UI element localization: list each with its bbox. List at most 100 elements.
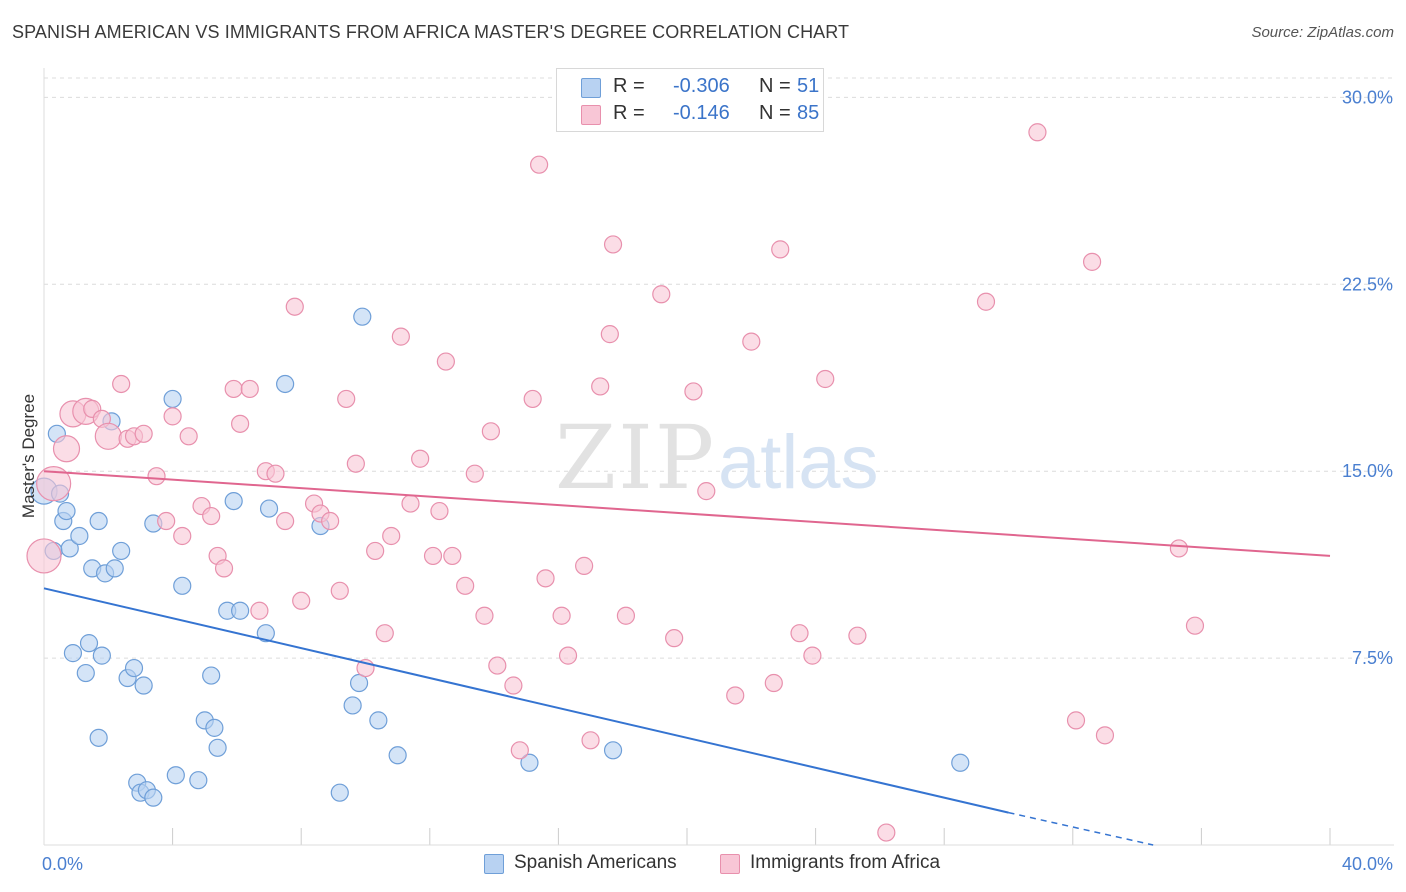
immigrant-africa-point bbox=[224, 379, 243, 399]
spanish-american-point bbox=[76, 663, 95, 683]
watermark-atlas: atlas bbox=[718, 420, 879, 505]
immigrant-africa-point bbox=[1185, 616, 1205, 635]
n-value: 51 bbox=[797, 75, 820, 97]
trendline-spanish-americans-extension bbox=[1008, 811, 1154, 846]
y-axis-label: Master's Degree bbox=[19, 394, 38, 518]
spanish-american-point bbox=[163, 389, 182, 409]
tick-labels: 7.5% 15.0% 22.5% 30.0% 0.0% 40.0% bbox=[42, 87, 1393, 874]
spanish-american-point bbox=[105, 559, 124, 578]
immigrant-africa-point bbox=[816, 369, 835, 389]
spanish-american-point bbox=[224, 491, 243, 511]
spanish-american-point bbox=[60, 539, 79, 558]
pink-swatch bbox=[720, 854, 740, 874]
y-tick-label: 30.0% bbox=[1342, 87, 1393, 107]
immigrant-africa-point bbox=[1169, 539, 1188, 558]
immigrant-africa-point bbox=[603, 235, 623, 254]
immigrant-africa-point bbox=[163, 407, 182, 426]
immigrant-africa-point bbox=[536, 569, 555, 588]
immigrant-africa-point bbox=[266, 464, 285, 483]
immigrant-africa-point bbox=[684, 382, 703, 401]
immigrant-africa-point bbox=[475, 606, 494, 625]
immigrant-africa-point bbox=[179, 427, 198, 446]
y-tick-label: 7.5% bbox=[1352, 648, 1393, 668]
immigrant-africa-point bbox=[157, 511, 176, 531]
spanish-american-point bbox=[276, 374, 295, 394]
spanish-american-point bbox=[124, 658, 144, 678]
blue-swatch bbox=[581, 78, 601, 98]
spanish-american-point bbox=[388, 746, 407, 765]
spanish-american-point bbox=[330, 783, 349, 802]
immigrant-africa-point bbox=[443, 546, 462, 566]
blue-swatch bbox=[484, 854, 504, 874]
immigrant-africa-point bbox=[771, 240, 790, 259]
spanish-american-point bbox=[951, 753, 970, 772]
r-value: -0.146 bbox=[673, 102, 730, 124]
immigrant-africa-point bbox=[976, 292, 996, 311]
immigrant-africa-point bbox=[591, 377, 610, 396]
axes-layer bbox=[43, 68, 1394, 846]
immigrant-africa-point bbox=[1028, 123, 1047, 142]
immigrant-africa-point bbox=[481, 422, 500, 441]
immigrant-africa-point bbox=[575, 556, 594, 575]
spanish-american-point bbox=[256, 624, 275, 643]
immigrant-africa-point bbox=[600, 325, 619, 344]
immigrant-africa-point bbox=[337, 389, 356, 409]
n-label: N = bbox=[759, 75, 791, 97]
n-value: 85 bbox=[797, 102, 820, 124]
immigrant-africa-point bbox=[652, 285, 671, 304]
source-credit: Source: ZipAtlas.com bbox=[1251, 24, 1394, 41]
spanish-american-point bbox=[259, 499, 279, 518]
immigrant-africa-point bbox=[285, 297, 304, 316]
immigrant-africa-point bbox=[1082, 252, 1102, 271]
spanish-american-point bbox=[89, 511, 108, 531]
r-label: R = bbox=[613, 75, 645, 97]
immigrant-africa-point bbox=[523, 389, 542, 409]
immigrant-africa-point bbox=[456, 576, 475, 595]
immigrant-africa-point bbox=[558, 646, 578, 665]
legend-label: Spanish Americans bbox=[514, 852, 677, 873]
immigrant-africa-point bbox=[510, 741, 529, 760]
legend-label: Immigrants from Africa bbox=[750, 852, 941, 873]
spanish-american-point bbox=[57, 501, 76, 521]
immigrant-africa-point bbox=[276, 511, 295, 531]
immigrant-africa-point bbox=[1095, 726, 1115, 745]
x-tick-label: 0.0% bbox=[42, 854, 83, 874]
spanish-american-point bbox=[70, 526, 89, 546]
immigrant-africa-point bbox=[465, 464, 484, 483]
spanish-american-point bbox=[92, 646, 111, 665]
immigrant-africa-point bbox=[764, 673, 783, 693]
immigrant-africa-point bbox=[726, 686, 745, 705]
immigrant-africa-point bbox=[616, 606, 636, 625]
immigrant-africa-point bbox=[292, 591, 311, 610]
spanish-american-point bbox=[520, 753, 539, 772]
points-layer bbox=[26, 123, 1205, 842]
immigrant-africa-point bbox=[430, 501, 449, 521]
immigrant-africa-point bbox=[530, 155, 549, 174]
immigrant-africa-point bbox=[36, 466, 72, 502]
watermark: ZIP atlas bbox=[555, 406, 879, 509]
immigrant-africa-point bbox=[26, 538, 62, 574]
immigrant-africa-point bbox=[240, 379, 259, 399]
immigrant-africa-point bbox=[52, 435, 81, 463]
spanish-american-point bbox=[343, 696, 362, 715]
x-tick-label: 40.0% bbox=[1342, 854, 1393, 874]
spanish-american-point bbox=[353, 307, 372, 326]
immigrant-africa-point bbox=[173, 526, 192, 546]
spanish-american-point bbox=[144, 788, 163, 807]
immigrant-africa-point bbox=[1066, 711, 1086, 730]
r-value: -0.306 bbox=[673, 75, 730, 97]
immigrant-africa-point bbox=[366, 541, 385, 561]
immigrant-africa-point bbox=[848, 626, 867, 645]
chart-title: SPANISH AMERICAN VS IMMIGRANTS FROM AFRI… bbox=[12, 22, 850, 42]
immigrant-africa-point bbox=[411, 449, 430, 468]
immigrant-africa-point bbox=[790, 624, 809, 643]
immigrant-africa-point bbox=[382, 526, 401, 546]
spanish-american-point bbox=[208, 738, 227, 757]
immigrant-africa-point bbox=[401, 494, 420, 513]
immigrant-africa-point bbox=[147, 467, 166, 486]
immigrant-africa-point bbox=[202, 506, 221, 526]
immigrant-africa-point bbox=[214, 559, 234, 578]
r-label: R = bbox=[613, 102, 645, 124]
pink-swatch bbox=[581, 105, 601, 125]
